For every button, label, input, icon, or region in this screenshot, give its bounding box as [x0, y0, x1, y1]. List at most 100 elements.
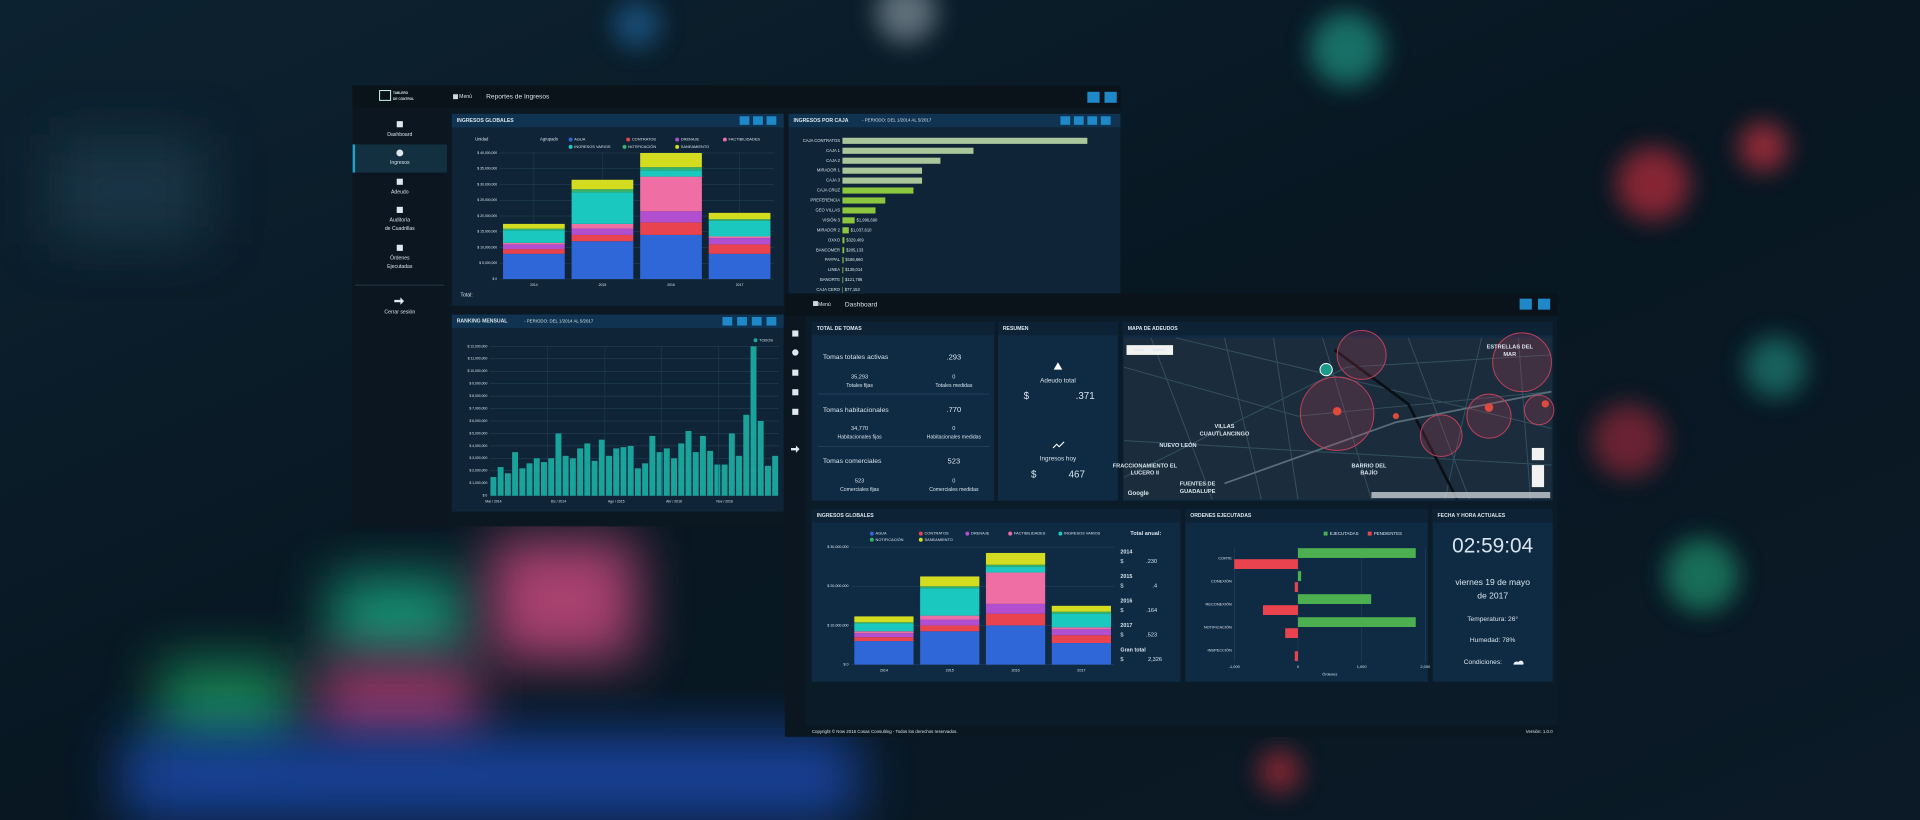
panel-period: - PERIODO: DEL 1/2014 AL 5/2017	[862, 118, 932, 123]
bar	[842, 177, 923, 184]
map-tab[interactable]: Satélite	[1152, 347, 1165, 352]
sub-value: 523	[855, 478, 864, 484]
legend-swatch	[626, 137, 631, 142]
bar	[842, 197, 886, 204]
legend-swatch	[1058, 531, 1063, 536]
y-tick-label: $ 10,000,000	[477, 245, 497, 249]
legend-label[interactable]: AGUA	[876, 531, 887, 536]
panel-title: TOTAL DE TOMAS	[817, 326, 862, 332]
legend-label[interactable]: NOTIFICACIÓN	[876, 537, 904, 542]
legend-label[interactable]: FACTIBILIDADES	[729, 137, 761, 142]
legend-label[interactable]: CONTRATOS	[924, 531, 949, 536]
bar-segment	[571, 223, 634, 229]
humidity: Humedad: 78%	[1470, 637, 1516, 644]
menu-button[interactable]: Menú	[818, 302, 831, 308]
year-amount: .230	[1146, 559, 1157, 565]
legend-swatch	[622, 144, 627, 149]
x-tick-label: Ago / 2015	[608, 500, 625, 504]
bar	[533, 458, 540, 496]
nav-item[interactable]: Ejecutadas	[387, 264, 413, 270]
y-tick-label: MIRADOR 1	[817, 168, 841, 173]
bar	[634, 468, 641, 496]
nav-item[interactable]: de Cuadrillas	[385, 226, 415, 232]
nav-item[interactable]: Adeudo	[391, 190, 409, 196]
legend-swatch	[568, 137, 573, 142]
bar	[699, 435, 706, 496]
bar-segment	[985, 566, 1046, 573]
legend-swatch	[568, 144, 573, 149]
year-label: 2017	[1120, 623, 1132, 629]
sub-label: Totales medidas	[935, 383, 972, 389]
legend-label[interactable]: SANEAMIENTO	[924, 537, 952, 542]
legend-label[interactable]: INGRESOS VARIOS	[574, 144, 611, 149]
y-tick-label: PAYPAL	[825, 257, 841, 262]
front-window: Menú Dashboard TOTAL DE TOMAS Tomas totales…	[784, 293, 1558, 737]
legend-label[interactable]: EJECUTADAS	[1330, 531, 1359, 536]
map-place-label: VILLAS CUAUTLANCINGO	[1200, 425, 1250, 438]
bar-segment	[985, 572, 1046, 604]
bar-segment	[920, 619, 980, 626]
y-tick-label: $ 0	[492, 277, 497, 281]
bar	[548, 458, 555, 496]
y-tick-label: $ 30,000,000	[827, 545, 848, 549]
panel-period: - PERIODO: DEL 1/2014 AL 5/2017	[524, 318, 594, 323]
x-tick-label: 2014	[530, 283, 538, 287]
legend-label[interactable]: CONTRATOS	[632, 137, 657, 142]
bar-segment	[1051, 627, 1111, 630]
summary-currency: $	[1024, 391, 1030, 402]
nav-item[interactable]: Auditoría	[390, 218, 411, 224]
bar	[685, 430, 692, 496]
bar	[842, 217, 855, 224]
bar-segment	[854, 633, 914, 638]
nav-item[interactable]: Cerrar sesión	[384, 309, 415, 315]
map-place-label: BARRIO DEL BAJÍO	[1351, 464, 1387, 477]
nav-item[interactable]: Ingresos	[390, 160, 410, 166]
bar	[497, 467, 504, 496]
legend-label[interactable]: SANEAMIENTO	[681, 144, 709, 149]
panel-title: MAPA DE ADEUDOS	[1128, 326, 1179, 332]
x-tick-label: 2015	[599, 283, 607, 287]
nav-item[interactable]: Dashboard	[387, 132, 412, 138]
y-tick-label: $ 5,000,000	[469, 431, 487, 435]
legend-label[interactable]: PENDIENTES	[1374, 531, 1402, 536]
map-tab[interactable]: Mapa	[1134, 347, 1145, 352]
bar-segment	[854, 622, 914, 624]
map[interactable]	[1123, 329, 1555, 500]
bar	[490, 477, 497, 496]
date: viernes 19 de mayo	[1455, 577, 1530, 587]
nav-item[interactable]: Órdenes	[390, 255, 410, 262]
bar	[642, 463, 649, 496]
brand: TABLERO	[393, 91, 409, 95]
legend-label[interactable]: NOTIFICACIÓN	[628, 144, 656, 149]
legend-label[interactable]: AGUA	[574, 137, 585, 142]
sub-value: 34,770	[851, 426, 868, 432]
row-value: 523	[948, 456, 961, 465]
bar	[526, 463, 533, 496]
legend-label[interactable]: DRENAJE	[971, 531, 990, 536]
menu-button[interactable]: Menú	[459, 94, 472, 100]
legend-label[interactable]: DRENAJE	[681, 137, 700, 142]
y-tick-label: CAJA 3	[826, 178, 841, 183]
y-tick-label: $ 10,000,000	[467, 369, 487, 373]
bar	[1297, 617, 1416, 627]
legend-label[interactable]: FACTIBILIDADES	[1014, 531, 1046, 536]
x-tick-label: 2017	[1077, 669, 1085, 673]
y-tick-label: BANORTE	[820, 277, 840, 282]
control-label: Agrupado	[540, 137, 559, 142]
legend-swatch	[675, 144, 680, 149]
year-amount: .4	[1152, 584, 1157, 590]
bar-segment	[571, 179, 634, 190]
bar-segment	[920, 615, 980, 620]
legend-label[interactable]: TODOS	[759, 337, 773, 342]
bar-segment	[640, 222, 702, 235]
bar-segment	[854, 637, 914, 642]
y-tick-label: $ 15,000,000	[477, 230, 497, 234]
y-tick-label: $ 3,000,000	[469, 456, 487, 460]
bar-segment	[571, 192, 634, 224]
legend-label[interactable]: INGRESOS VARIOS	[1064, 531, 1101, 536]
bar-segment	[708, 220, 771, 237]
bar-segment	[640, 167, 702, 171]
bar	[591, 460, 598, 496]
